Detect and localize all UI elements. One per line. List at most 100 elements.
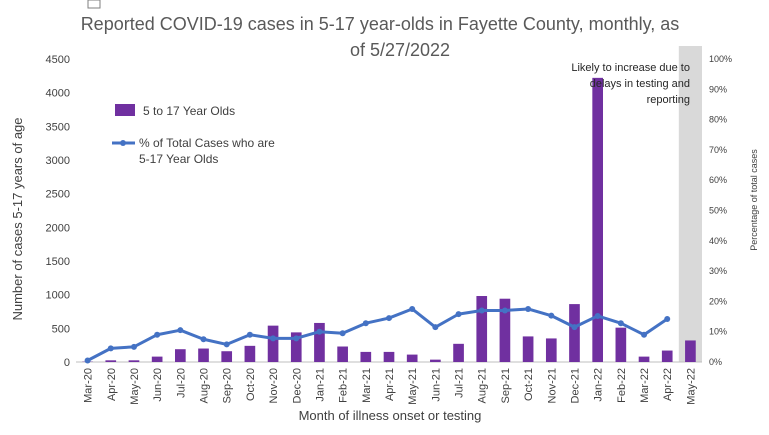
annotation-line-1: Likely to increase due to — [571, 62, 690, 74]
x-tick-label: Sep-21 — [500, 368, 512, 403]
x-tick-label: Feb-21 — [338, 368, 350, 403]
x-tick-label: Aug-20 — [199, 368, 211, 403]
y-tick-label: 3500 — [46, 121, 70, 133]
y2-tick-label: 100% — [709, 54, 732, 64]
pct-point-sep-20 — [223, 341, 230, 348]
chart-title-line-1: Reported COVID-19 cases in 5-17 year-old… — [81, 14, 680, 34]
pct-point-oct-21 — [525, 305, 532, 312]
bar-mar-22 — [638, 356, 650, 362]
bar-jan-21 — [314, 322, 325, 362]
x-tick-label: Jul-21 — [454, 368, 466, 398]
pct-point-mar-20 — [84, 357, 91, 364]
x-tick-label: May-22 — [685, 368, 697, 405]
bar-sep-20 — [221, 351, 233, 362]
annotation-line-2: delays in testing and — [590, 78, 690, 90]
y2-tick-label: 0% — [709, 357, 722, 367]
x-tick-label: Dec-21 — [569, 368, 581, 403]
bar-oct-20 — [244, 345, 256, 362]
x-tick-label: Jan-21 — [314, 368, 326, 402]
pct-point-mar-21 — [362, 320, 369, 327]
legend-bar-swatch — [115, 104, 135, 116]
pct-point-feb-22 — [617, 320, 624, 327]
y2-tick-label: 40% — [709, 236, 727, 246]
bar-aug-21 — [476, 296, 488, 362]
bar-jun-21 — [430, 359, 441, 362]
y2-axis-title: Percentage of total cases — [749, 149, 759, 251]
bar-nov-20 — [267, 325, 279, 362]
pct-point-apr-21 — [386, 315, 392, 322]
bar-apr-20 — [105, 360, 117, 362]
bar-may-20 — [128, 360, 140, 362]
pct-point-jan-22 — [594, 312, 601, 319]
bar-mar-21 — [360, 351, 372, 362]
pct-point-jul-20 — [177, 327, 184, 334]
x-tick-label: May-20 — [129, 368, 141, 405]
y2-tick-label: 20% — [709, 296, 727, 306]
legend-bar-label: 5 to 17 Year Olds — [143, 104, 235, 118]
x-tick-label: Mar-22 — [639, 368, 651, 403]
bar-aug-20 — [198, 348, 209, 362]
pct-point-nov-21 — [548, 312, 555, 319]
x-tick-label: Feb-22 — [616, 368, 628, 403]
y-tick-label: 4500 — [46, 54, 70, 66]
bar-jul-21 — [453, 343, 464, 362]
y2-tick-label: 30% — [709, 266, 727, 276]
y-tick-label: 2000 — [46, 222, 70, 234]
x-axis-title: Month of illness onset or testing — [299, 408, 482, 423]
pct-point-apr-20 — [107, 345, 114, 352]
chart-title-line-2: of 5/27/2022 — [350, 40, 450, 60]
x-tick-label: Jan-22 — [593, 368, 605, 402]
y2-tick-label: 50% — [709, 206, 727, 216]
legend-line-label-1: % of Total Cases who are — [139, 136, 275, 150]
x-tick-label: Dec-20 — [291, 368, 303, 403]
x-tick-label: Oct-20 — [245, 368, 257, 401]
x-tick-label: Oct-21 — [523, 368, 535, 401]
x-tick-label: Aug-21 — [477, 368, 489, 403]
pct-series-line — [86, 307, 669, 362]
y2-tick-label: 90% — [709, 84, 727, 94]
pct-point-dec-21 — [571, 324, 578, 331]
y-tick-label: 3000 — [46, 155, 70, 167]
legend-line-label-2: 5-17 Year Olds — [139, 152, 218, 166]
pct-point-aug-21 — [478, 307, 485, 314]
bar-sep-21 — [499, 298, 511, 362]
y-tick-label: 1000 — [46, 290, 70, 302]
annotation-line-3: reporting — [647, 94, 690, 106]
bar-feb-21 — [337, 346, 348, 362]
bar-dec-20 — [290, 332, 302, 362]
bar-oct-21 — [522, 336, 534, 362]
annotation: Likely to increase due to delays in test… — [571, 62, 690, 106]
bar-jun-20 — [151, 356, 163, 362]
chart-corner-icon — [87, 0, 101, 9]
pct-point-may-20 — [130, 343, 137, 350]
x-tick-label: May-21 — [407, 368, 419, 405]
x-tick-label: Sep-20 — [222, 368, 234, 403]
pct-point-may-21 — [409, 305, 416, 312]
x-tick-label: Nov-20 — [268, 368, 280, 403]
bar-feb-22 — [615, 327, 627, 362]
x-tick-label: Jun-20 — [152, 368, 164, 402]
shaded-region — [678, 46, 702, 362]
pct-point-sep-21 — [501, 307, 508, 314]
y-tick-label: 4000 — [46, 88, 70, 100]
bar-nov-21 — [545, 338, 557, 362]
bar-apr-22 — [661, 350, 673, 362]
pct-point-apr-22 — [664, 315, 671, 322]
legend: 5 to 17 Year Olds % of Total Cases who a… — [112, 104, 275, 166]
y2-tick-label: 80% — [709, 115, 727, 125]
pct-point-nov-20 — [270, 335, 277, 342]
y-tick-label: 2500 — [46, 189, 70, 201]
legend-line-marker — [120, 140, 126, 146]
x-tick-label: Apr-22 — [662, 368, 674, 401]
bar-jan-22 — [592, 77, 603, 362]
bar-apr-21 — [383, 351, 395, 362]
pct-point-feb-21 — [339, 330, 346, 337]
y-axis-title: Number of cases 5-17 years of age — [10, 117, 25, 320]
y2-tick-label: 60% — [709, 175, 727, 185]
y2-tick-label: 70% — [709, 145, 727, 155]
pct-point-jul-21 — [455, 311, 462, 318]
pct-point-jan-21 — [316, 328, 323, 335]
x-tick-label: Apr-21 — [384, 368, 396, 401]
x-tick-label: Apr-20 — [106, 368, 118, 401]
